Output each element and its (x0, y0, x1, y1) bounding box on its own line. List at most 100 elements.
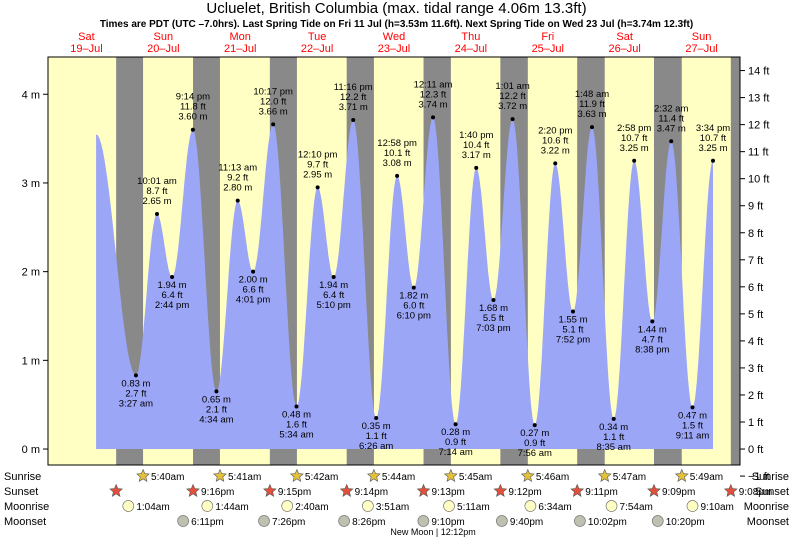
sunset-icon (339, 483, 354, 497)
chart-subtitle: Times are PDT (UTC –7.0hrs). Last Spring… (100, 19, 693, 30)
tide-label: 12.3 ft (420, 89, 447, 100)
sunset-time: 9:11pm (585, 487, 618, 498)
moonrise-time: 3:51am (376, 502, 409, 513)
tide-label: 2.1 ft (206, 404, 227, 415)
y-tick-label-m: 2 m (22, 267, 40, 279)
tide-point (589, 125, 594, 130)
sunset-time: 9:13pm (432, 487, 465, 498)
tide-label: 7:14 am (438, 447, 472, 458)
sunrise-time: 5:41am (228, 472, 261, 483)
sunset-time: 9:12pm (508, 487, 541, 498)
tide-label: 6.4 ft (162, 290, 183, 301)
y-tick-label-ft: 9 ft (748, 201, 763, 213)
day-label-date: 25–Jul (532, 43, 564, 55)
moonset-time: 9:40pm (510, 517, 543, 528)
tide-label: 1.55 m (558, 315, 587, 326)
moonset-icon (258, 515, 270, 527)
tide-points: 0.83 m2.7 ft3:27 am 10:01 am8.7 ft2.65 m 1… (119, 79, 730, 459)
tide-label: 6.6 ft (243, 285, 264, 296)
tide-point (190, 127, 195, 132)
moonrise-time: 9:10am (700, 502, 733, 513)
tide-point (611, 416, 616, 421)
tide-point (170, 274, 175, 279)
tide-label: 0.34 m (599, 422, 628, 433)
tide-label: 5.1 ft (562, 325, 583, 336)
tide-label: 6.4 ft (323, 290, 344, 301)
sunrise-icon (674, 468, 689, 482)
tide-label: 1.5 ft (682, 420, 703, 431)
tide-label: 2:44 pm (155, 300, 189, 311)
sunset-icon (723, 483, 738, 497)
sunset-time: 9:09pm (662, 487, 695, 498)
tide-point (710, 158, 715, 163)
tide-label: 1:40 pm (459, 130, 493, 141)
tide-label: 5:10 pm (317, 300, 351, 311)
y-tick-label-ft: 7 ft (748, 255, 763, 267)
day-label-dow: Fri (541, 31, 554, 43)
moonset-icon (574, 515, 586, 527)
moonrise-time: 1:04am (136, 502, 169, 513)
y-tick-label-ft: 6 ft (748, 282, 763, 294)
sunrise-time: 5:49am (690, 472, 723, 483)
moonrise-time: 5:11am (457, 502, 490, 513)
tide-label: 1.82 m (399, 291, 428, 302)
moonset-time: 8:26pm (352, 517, 385, 528)
tide-point (553, 161, 558, 166)
day-label-dow: Thu (461, 31, 480, 43)
y-tick-label-ft: 2 ft (748, 390, 763, 402)
tide-point (669, 139, 674, 144)
sunset-icon (647, 483, 661, 497)
sunrise-icon (213, 468, 227, 482)
moonset-icon (651, 515, 664, 527)
tide-label: 1.1 ft (366, 431, 387, 442)
tide-label: 1:48 am (575, 89, 609, 100)
tide-label: 0.9 ft (524, 438, 545, 449)
y-tick-label-ft: 13 ft (748, 93, 769, 105)
tide-point (431, 115, 436, 120)
tide-label: 12:58 pm (377, 138, 417, 149)
tide-point (411, 285, 416, 290)
plot-frame (47, 56, 741, 466)
tide-label: 10.4 ft (463, 140, 490, 151)
tide-label: 11.9 ft (579, 99, 605, 110)
tide-point (510, 117, 515, 122)
tide-label: 9.2 ft (227, 173, 248, 184)
tide-label: 10.1 ft (384, 148, 411, 159)
tide-point (395, 173, 400, 178)
moonset-icon (338, 515, 350, 527)
day-label-dow: Sun (154, 31, 174, 43)
sunrise-time: 5:46am (536, 472, 569, 483)
sunset-time: 9:15pm (278, 487, 311, 498)
y-tick-label-ft: 11 ft (748, 147, 769, 159)
axes: 0 m 1 m 2 m 3 m 4 m −1 ft 0 ft 1 ft 2 ft 3 ft 4 ft… (22, 56, 770, 483)
tide-label: 10:01 am (137, 176, 177, 187)
y-tick-label-m: 4 m (22, 89, 40, 101)
y-tick-label-m: 3 m (22, 178, 40, 190)
tide-label: 10.7 ft (700, 133, 727, 144)
sunrise-time: 5:42am (305, 472, 338, 483)
tide-label: 0.47 m (678, 410, 707, 421)
y-tick-label-m: 0 m (22, 444, 40, 456)
y-tick-label-ft: 0 ft (748, 444, 763, 456)
tide-point (133, 373, 138, 378)
tide-label: 9:14 pm (176, 92, 210, 103)
sunrise-icon (289, 468, 304, 482)
sunset-icon (262, 483, 277, 497)
tide-point (650, 319, 655, 324)
tide-label: 3.25 m (698, 143, 727, 154)
moonrise-icon (686, 500, 699, 512)
day-label-dow: Sun (692, 31, 712, 43)
tide-curve (96, 117, 714, 450)
tide-label: 2.65 m (142, 196, 171, 207)
day-labels: Sat19–JulSun20–JulMon21–JulTue22–JulWed2… (70, 31, 718, 55)
sunrise-icon (597, 468, 612, 482)
tide-label: 12.2 ft (340, 92, 367, 103)
tide-label: 3.60 m (178, 112, 207, 123)
sun-moon-table: Sunrise Sunrise Sunset Sunset Moonrise Moonri… (4, 468, 789, 537)
chart-title: Ucluelet, British Columbia (max. tidal r… (206, 0, 586, 17)
tide-point (453, 422, 458, 427)
night-band (730, 57, 740, 465)
sunrise-icon (136, 468, 150, 482)
row-label-right: Sunset (755, 486, 789, 498)
sunset-icon (570, 483, 585, 497)
